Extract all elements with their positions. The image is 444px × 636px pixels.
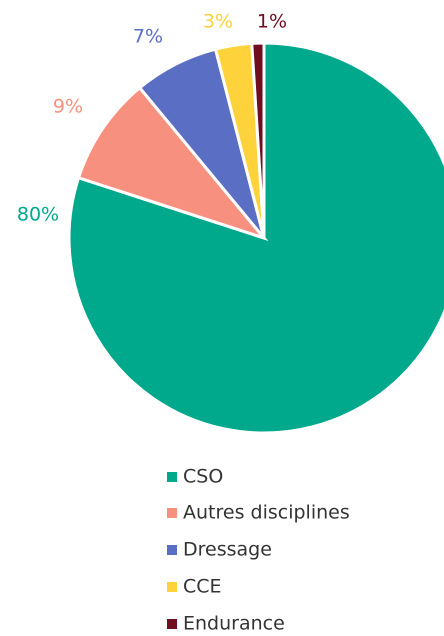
legend-swatch xyxy=(167,545,177,555)
value-label: 80% xyxy=(17,204,59,226)
legend-swatch xyxy=(167,619,177,629)
legend-label: Dressage xyxy=(183,539,272,561)
value-label: 7% xyxy=(133,26,163,48)
legend-swatch xyxy=(167,508,177,518)
legend-swatch xyxy=(167,582,177,592)
legend-label: CSO xyxy=(183,466,223,488)
value-label: 3% xyxy=(203,11,233,33)
pie-slice xyxy=(67,41,444,435)
pie-slice xyxy=(76,85,269,242)
legend-label: Endurance xyxy=(183,613,285,635)
value-label: 1% xyxy=(257,11,287,33)
legend-label: Autres disciplines xyxy=(183,502,350,524)
pie-slice xyxy=(250,41,266,239)
legend-swatch xyxy=(167,472,177,482)
legend-label: CCE xyxy=(183,576,222,598)
value-label: 9% xyxy=(53,96,83,118)
